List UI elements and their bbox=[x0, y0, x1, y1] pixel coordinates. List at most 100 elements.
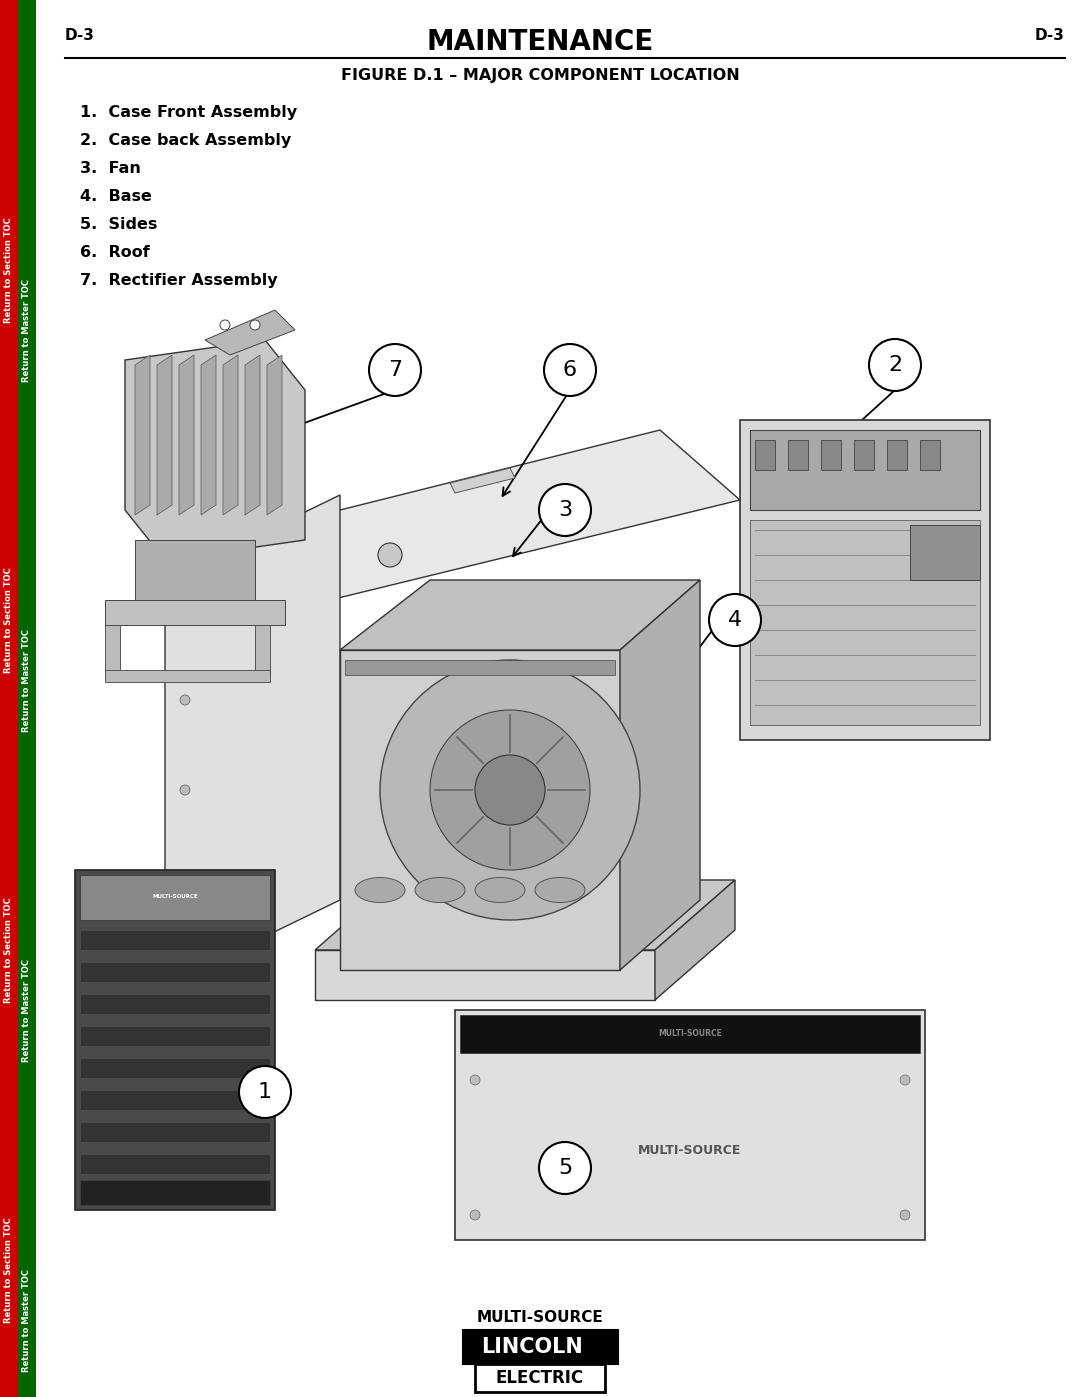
Bar bbox=[80, 875, 270, 921]
Text: D-3: D-3 bbox=[1035, 28, 1065, 43]
Circle shape bbox=[380, 659, 640, 921]
Circle shape bbox=[544, 344, 596, 395]
Bar bbox=[740, 420, 990, 740]
Text: Return to Section TOC: Return to Section TOC bbox=[4, 217, 14, 323]
Polygon shape bbox=[222, 355, 238, 515]
Bar bbox=[460, 1016, 920, 1053]
Text: 4: 4 bbox=[728, 610, 742, 630]
Bar bbox=[345, 659, 615, 675]
Circle shape bbox=[470, 1210, 480, 1220]
Bar bbox=[80, 1122, 270, 1141]
Text: Return to Master TOC: Return to Master TOC bbox=[23, 629, 31, 732]
Polygon shape bbox=[245, 355, 260, 515]
Bar bbox=[0, 0, 18, 1397]
Circle shape bbox=[378, 543, 402, 567]
Bar bbox=[462, 1330, 618, 1363]
Text: LINCOLN: LINCOLN bbox=[481, 1337, 583, 1356]
Polygon shape bbox=[135, 355, 150, 515]
Circle shape bbox=[239, 1066, 291, 1118]
Circle shape bbox=[220, 320, 230, 330]
Polygon shape bbox=[654, 880, 735, 1000]
Bar bbox=[920, 440, 940, 469]
Text: 5: 5 bbox=[558, 1158, 572, 1178]
Bar bbox=[105, 671, 270, 682]
Bar bbox=[255, 624, 270, 675]
Circle shape bbox=[180, 785, 190, 795]
Polygon shape bbox=[340, 580, 700, 650]
Text: 4.  Base: 4. Base bbox=[80, 189, 152, 204]
Text: 2.  Case back Assembly: 2. Case back Assembly bbox=[80, 133, 292, 148]
Polygon shape bbox=[157, 355, 172, 515]
Bar bbox=[80, 1025, 270, 1046]
Polygon shape bbox=[315, 950, 654, 1000]
Bar bbox=[75, 870, 275, 1210]
Polygon shape bbox=[105, 599, 285, 624]
Polygon shape bbox=[179, 355, 194, 515]
Bar bbox=[80, 1154, 270, 1173]
Ellipse shape bbox=[475, 877, 525, 902]
Polygon shape bbox=[201, 355, 216, 515]
Bar bbox=[455, 1010, 924, 1241]
Bar bbox=[788, 440, 808, 469]
Circle shape bbox=[470, 1076, 480, 1085]
Text: 2: 2 bbox=[888, 355, 902, 374]
Bar bbox=[80, 1180, 270, 1206]
Text: 7.  Rectifier Assembly: 7. Rectifier Assembly bbox=[80, 272, 278, 288]
Circle shape bbox=[475, 754, 545, 826]
Bar bbox=[854, 440, 874, 469]
Bar bbox=[887, 440, 907, 469]
Text: Return to Section TOC: Return to Section TOC bbox=[4, 1217, 14, 1323]
Bar bbox=[80, 1090, 270, 1111]
Text: 6.  Roof: 6. Roof bbox=[80, 244, 150, 260]
Text: MULTI-SOURCE: MULTI-SOURCE bbox=[152, 894, 198, 900]
Polygon shape bbox=[450, 468, 515, 493]
Text: ELECTRIC: ELECTRIC bbox=[496, 1369, 584, 1387]
Polygon shape bbox=[205, 310, 295, 355]
Circle shape bbox=[539, 483, 591, 536]
Text: ®: ® bbox=[604, 1331, 615, 1343]
Bar bbox=[18, 0, 36, 1397]
Bar bbox=[105, 624, 120, 675]
Text: 1.  Case Front Assembly: 1. Case Front Assembly bbox=[80, 105, 297, 120]
Text: Return to Section TOC: Return to Section TOC bbox=[4, 897, 14, 1003]
Circle shape bbox=[249, 320, 260, 330]
Circle shape bbox=[180, 694, 190, 705]
Text: Return to Master TOC: Return to Master TOC bbox=[23, 278, 31, 381]
Text: Return to Master TOC: Return to Master TOC bbox=[23, 1268, 31, 1372]
Text: 5.  Sides: 5. Sides bbox=[80, 217, 158, 232]
Text: 6: 6 bbox=[563, 360, 577, 380]
Bar bbox=[80, 995, 270, 1014]
Text: 7: 7 bbox=[388, 360, 402, 380]
Bar bbox=[755, 440, 775, 469]
Text: MULTI-SOURCE: MULTI-SOURCE bbox=[658, 1030, 721, 1038]
Text: MULTI-SOURCE: MULTI-SOURCE bbox=[638, 1144, 742, 1157]
Text: Return to Master TOC: Return to Master TOC bbox=[23, 958, 31, 1062]
Text: MULTI-SOURCE: MULTI-SOURCE bbox=[476, 1310, 604, 1324]
Text: FIGURE D.1 – MAJOR COMPONENT LOCATION: FIGURE D.1 – MAJOR COMPONENT LOCATION bbox=[340, 68, 740, 82]
Bar bbox=[475, 1363, 605, 1391]
Ellipse shape bbox=[415, 877, 465, 902]
Text: D-3: D-3 bbox=[65, 28, 95, 43]
Ellipse shape bbox=[535, 877, 585, 902]
Circle shape bbox=[708, 594, 761, 645]
Circle shape bbox=[180, 875, 190, 886]
Bar bbox=[750, 520, 980, 725]
Polygon shape bbox=[165, 495, 340, 985]
Polygon shape bbox=[267, 355, 282, 515]
Ellipse shape bbox=[355, 877, 405, 902]
Polygon shape bbox=[125, 339, 305, 560]
Polygon shape bbox=[340, 650, 620, 970]
Polygon shape bbox=[135, 541, 255, 610]
Polygon shape bbox=[620, 580, 700, 970]
Polygon shape bbox=[260, 430, 740, 599]
Bar bbox=[80, 963, 270, 982]
Bar bbox=[80, 930, 270, 950]
Circle shape bbox=[539, 1141, 591, 1194]
Circle shape bbox=[900, 1210, 910, 1220]
Text: 3.  Fan: 3. Fan bbox=[80, 161, 140, 176]
Bar bbox=[80, 1058, 270, 1078]
Circle shape bbox=[869, 339, 921, 391]
Circle shape bbox=[900, 1076, 910, 1085]
Text: Return to Section TOC: Return to Section TOC bbox=[4, 567, 14, 673]
Bar bbox=[821, 440, 841, 469]
